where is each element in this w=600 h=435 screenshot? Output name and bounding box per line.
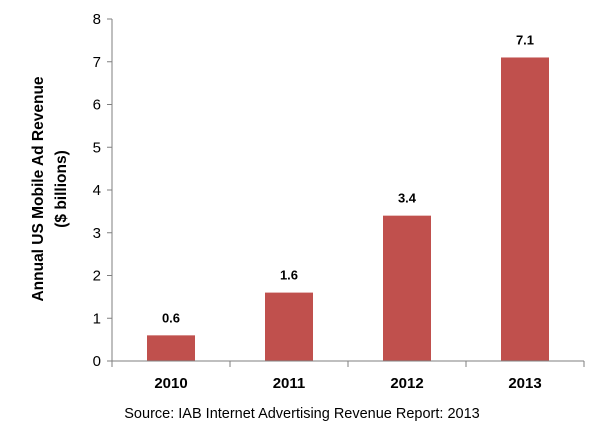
y-axis-label-line2: ($ billions)	[53, 150, 70, 228]
y-tick-label: 8	[93, 11, 101, 28]
y-axis-ticks: 0 1 2 3 4 5 6 7 8	[93, 11, 112, 370]
y-tick-label: 6	[93, 97, 101, 114]
bar-2012	[383, 215, 431, 361]
category-label-2013: 2013	[508, 375, 541, 392]
data-label-2010: 0.6	[162, 310, 180, 325]
y-tick-label: 4	[93, 182, 101, 199]
bar-2010	[147, 335, 195, 361]
y-axis-label-line1: Annual US Mobile Ad Revenue	[30, 76, 47, 301]
bars	[147, 57, 549, 361]
source-note: Source: IAB Internet Advertising Revenue…	[124, 406, 479, 422]
data-labels: 0.6 1.6 3.4 7.1	[162, 32, 534, 325]
y-tick-label: 5	[93, 139, 101, 156]
y-tick-label: 0	[93, 353, 101, 370]
category-label-2012: 2012	[390, 375, 423, 392]
bar-2011	[265, 292, 313, 361]
data-label-2012: 3.4	[398, 191, 417, 206]
y-tick-label: 7	[93, 54, 101, 71]
y-tick-label: 1	[93, 310, 101, 327]
x-axis-categories: 2010 2011 2012 2013	[154, 375, 541, 392]
category-label-2010: 2010	[154, 375, 187, 392]
axes	[111, 19, 585, 367]
category-label-2011: 2011	[273, 375, 306, 392]
data-label-2013: 7.1	[516, 32, 534, 47]
y-tick-label: 2	[93, 268, 101, 285]
data-label-2011: 1.6	[280, 268, 298, 283]
bar-2013	[501, 57, 549, 361]
y-tick-label: 3	[93, 225, 101, 242]
